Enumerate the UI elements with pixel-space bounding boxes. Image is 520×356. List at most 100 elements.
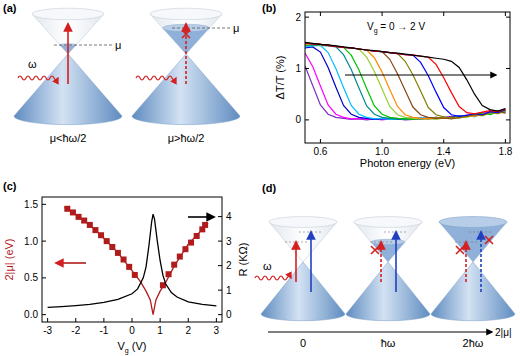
transition-arrow <box>380 242 382 282</box>
regime-caption: μ>ħω/2 <box>168 132 205 144</box>
y2-tick <box>218 314 222 315</box>
x-tick <box>75 318 76 322</box>
spectrum-line <box>305 43 505 116</box>
panel-label: (c) <box>3 180 17 192</box>
blocked-mark <box>182 30 190 38</box>
conduction-cone <box>354 222 422 262</box>
panel-label: (d) <box>262 182 276 194</box>
blocked-mark <box>456 246 464 254</box>
x-tick-label: -3 <box>43 325 52 336</box>
omega-label: ω <box>263 260 272 272</box>
y2-tick <box>218 216 222 217</box>
transition-arrow <box>395 232 397 292</box>
y-tick <box>305 17 309 18</box>
x-tick <box>47 318 48 322</box>
valence-cone <box>346 262 430 321</box>
trend-arrow <box>345 74 496 75</box>
panel-b: (b)0.61.01.41.8012Photon energy (eV)ΔT/T… <box>262 2 513 169</box>
plot-area <box>305 42 505 120</box>
valence-cone <box>132 54 240 125</box>
spectrum-line <box>305 44 505 119</box>
level-guide <box>370 242 394 243</box>
photon <box>136 76 176 80</box>
x-tick <box>132 318 133 322</box>
x-tick-label: 1.4 <box>437 146 451 157</box>
y-tick-label: 1.5 <box>24 199 38 210</box>
cone-top <box>269 217 337 228</box>
y2-tick-label: 4 <box>226 211 232 222</box>
label-part: (V) <box>129 340 147 352</box>
y2-axis-label: R (KΩ) <box>237 243 249 277</box>
x-axis-label: Vg (V) <box>118 340 147 355</box>
level-guide <box>455 242 479 243</box>
regime-caption: μ<ħω/2 <box>50 132 87 144</box>
valence-cone <box>261 262 345 321</box>
mu-label: μ <box>233 22 239 34</box>
x-tick-label: 1.8 <box>498 146 512 157</box>
conduction-cone <box>439 222 507 262</box>
x-tick-label: -2 <box>71 325 80 336</box>
photon <box>18 76 58 80</box>
blocked-mark <box>485 236 493 244</box>
transition-arrow <box>465 242 467 282</box>
x-tick <box>443 12 444 16</box>
y-tick <box>42 241 46 242</box>
y-tick <box>305 119 309 120</box>
panel-a: (a)μωμ<ħω/2μμ>ħω/2 <box>3 2 240 144</box>
axis-pointer <box>188 216 214 218</box>
x-tick-label: 3 <box>214 325 220 336</box>
y-tick-label: 1.0 <box>24 236 38 247</box>
cone-top <box>439 217 507 228</box>
x-tick-label: 1.0 <box>375 146 389 157</box>
y2-tick-label: 2 <box>226 260 232 271</box>
level-guide <box>285 242 309 243</box>
chemical-potential <box>172 28 230 29</box>
panel-c: (c)-3-2-101230.00.51.01.501234Vg (V)2|μ|… <box>3 180 249 355</box>
y-axis-label: ΔT/T (%) <box>274 56 286 100</box>
y2-tick <box>218 265 222 266</box>
conduction-cone <box>269 222 337 262</box>
panel-label: (a) <box>3 2 17 14</box>
y-tick <box>506 119 510 120</box>
y2-tick-label: 3 <box>226 236 232 247</box>
transition-arrow <box>480 232 482 292</box>
y-tick-label: 0.5 <box>24 272 38 283</box>
label-part: = 0 → 2 V <box>378 21 426 32</box>
x-axis-label: Photon energy (eV) <box>360 157 455 169</box>
spectrum-line <box>305 66 505 120</box>
plot-frame <box>42 197 222 322</box>
x-tick <box>320 12 321 16</box>
transition-arrow <box>310 232 312 292</box>
y-axis-label: 2|μ| (eV) <box>3 238 15 280</box>
y-tick <box>42 277 46 278</box>
x-tick <box>320 139 321 143</box>
spectrum-line <box>305 43 505 114</box>
chemical-potential <box>54 45 112 46</box>
x-tick-label: 0 <box>129 325 135 336</box>
x-tick <box>216 318 217 322</box>
y-tick <box>42 204 46 205</box>
y2-tick <box>218 241 222 242</box>
omega-label: ω <box>28 58 37 70</box>
y2-tick-label: 0 <box>226 309 232 320</box>
y-tick <box>305 68 309 69</box>
x-tick-label: 2 <box>185 325 191 336</box>
spectrum-line <box>305 43 505 118</box>
x-tick <box>382 12 383 16</box>
fermi-surface <box>371 239 405 244</box>
y-tick-label: 1 <box>295 63 301 74</box>
y-tick <box>506 68 510 69</box>
y-tick-label: 0 <box>295 114 301 125</box>
axis-tick-label: 2ħω <box>463 337 484 349</box>
x-tick <box>188 318 189 322</box>
cone-top <box>354 217 422 228</box>
doping-axis <box>268 331 492 332</box>
photon <box>255 276 291 280</box>
spectrum-line <box>305 42 505 111</box>
panel-d: (d)ω0ħω2ħω2|μ| <box>255 182 515 349</box>
axis-label: 2|μ| <box>495 327 512 338</box>
transition-arrow <box>67 24 69 84</box>
x-tick <box>382 139 383 143</box>
axis-tick-label: 0 <box>300 337 306 349</box>
x-tick-label: 0.6 <box>313 146 327 157</box>
